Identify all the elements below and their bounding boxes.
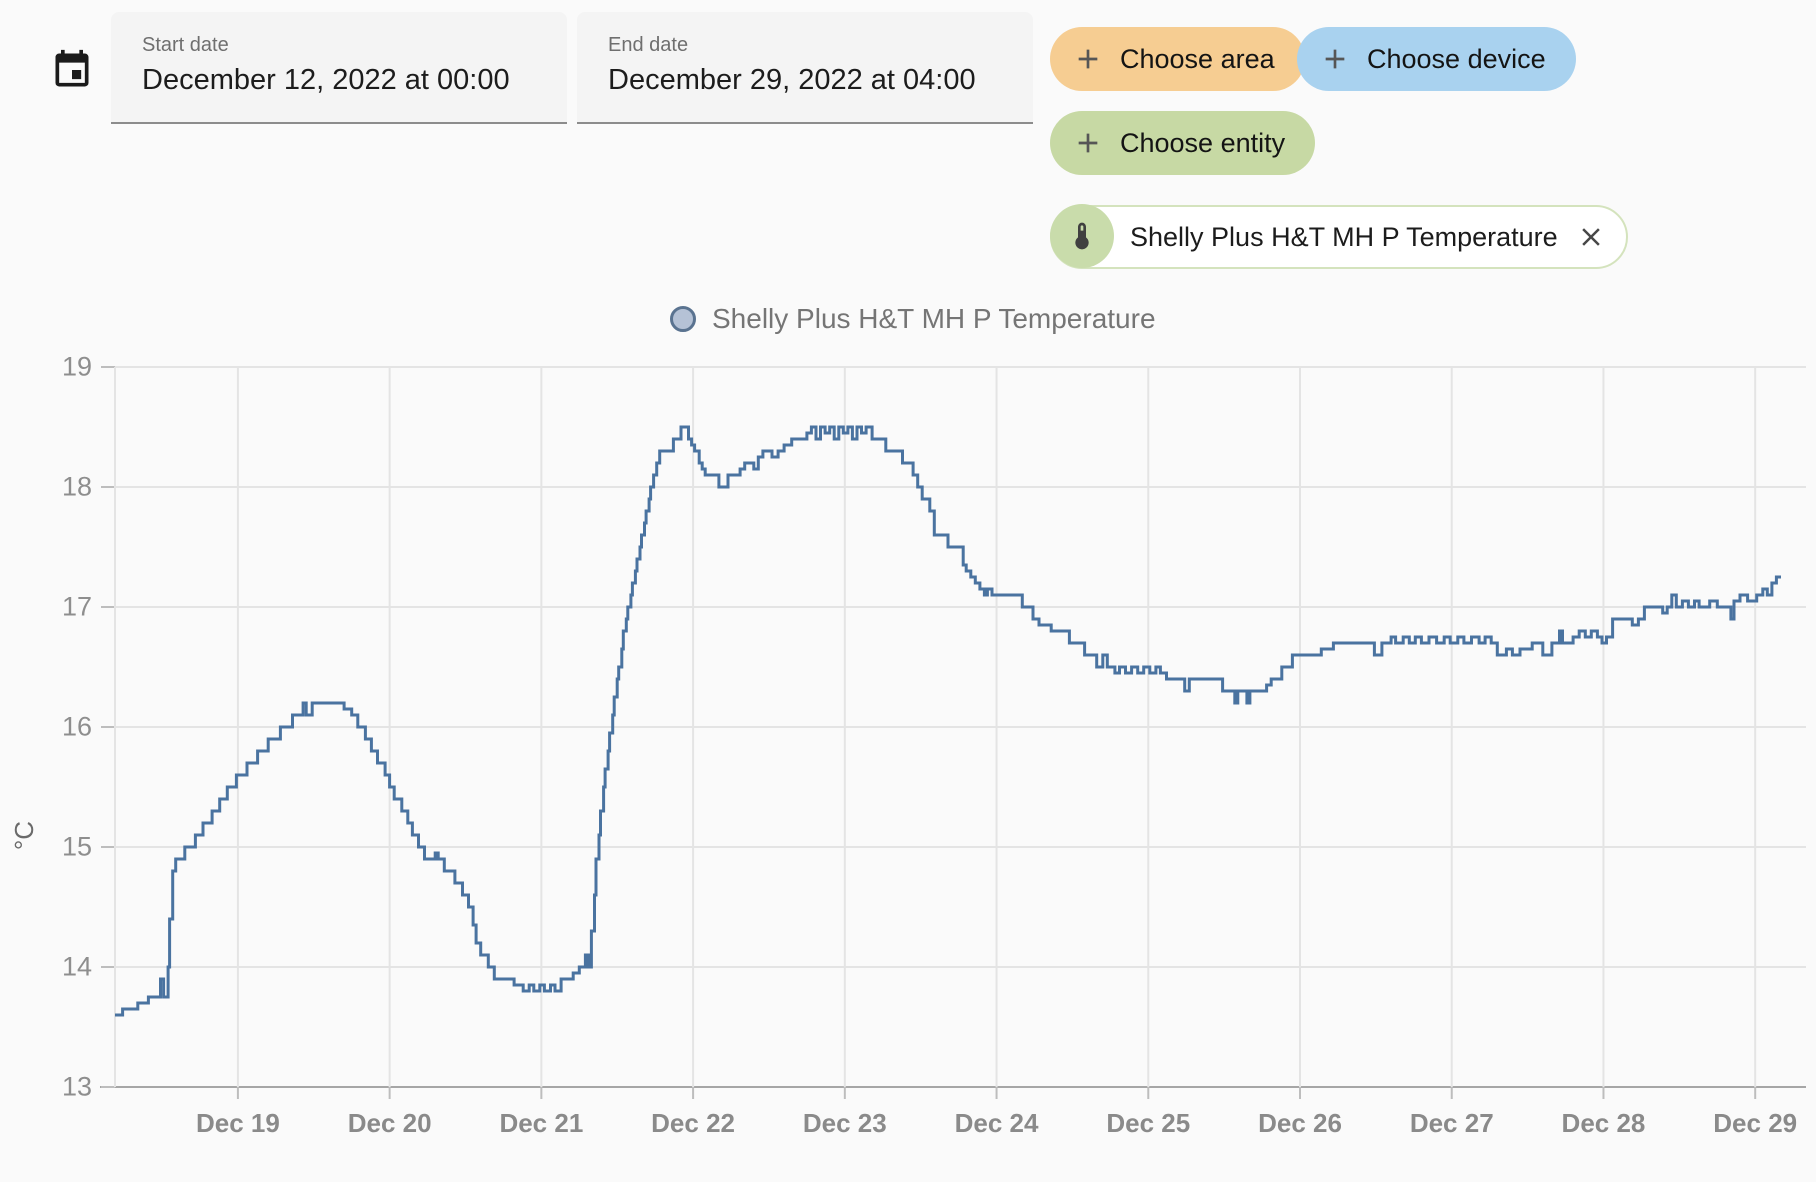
y-tick-label: 19 [61, 351, 92, 382]
legend-item[interactable]: Shelly Plus H&T MH P Temperature [670, 303, 1156, 335]
start-date-field[interactable]: Start date December 12, 2022 at 00:00 [111, 12, 567, 124]
entity-chip-label: Shelly Plus H&T MH P Temperature [1130, 221, 1558, 252]
temperature-series-line [115, 425, 1781, 1017]
end-date-label: End date [608, 34, 689, 56]
y-tick-label: 14 [61, 951, 92, 982]
y-tick-label: 17 [61, 591, 92, 622]
calendar-icon [50, 48, 94, 97]
y-tick-label: 16 [61, 711, 92, 742]
choose-entity-label: Choose entity [1120, 127, 1286, 158]
close-icon[interactable] [1576, 222, 1606, 252]
y-tick-label: 15 [61, 831, 92, 862]
end-date-field[interactable]: End date December 29, 2022 at 04:00 [577, 12, 1033, 124]
x-tick-label: Dec 20 [347, 1108, 432, 1138]
thermometer-icon [1066, 220, 1098, 252]
y-tick-label: 18 [61, 471, 92, 502]
x-tick-label: Dec 23 [802, 1108, 887, 1138]
x-tick-label: Dec 29 [1713, 1108, 1798, 1138]
selected-entity-chip[interactable]: Shelly Plus H&T MH P Temperature [1050, 204, 1628, 269]
x-tick-label: Dec 26 [1258, 1108, 1342, 1138]
plus-icon [1072, 127, 1104, 159]
choose-device-label: Choose device [1367, 43, 1546, 74]
end-date-value: December 29, 2022 at 04:00 [608, 64, 976, 96]
entity-icon-circle [1050, 204, 1114, 268]
start-date-value: December 12, 2022 at 00:00 [142, 64, 510, 96]
choose-area-label: Choose area [1120, 43, 1275, 74]
y-tick-label: 13 [61, 1071, 92, 1102]
x-tick-label: Dec 25 [1106, 1108, 1191, 1138]
plus-icon [1072, 43, 1104, 75]
x-tick-label: Dec 19 [195, 1108, 280, 1138]
choose-device-button[interactable]: Choose device [1297, 27, 1576, 91]
x-tick-label: Dec 21 [499, 1108, 584, 1138]
x-tick-label: Dec 28 [1561, 1108, 1646, 1138]
y-axis-unit-label: °C [9, 820, 40, 851]
legend-label: Shelly Plus H&T MH P Temperature [712, 303, 1156, 334]
choose-area-button[interactable]: Choose area [1050, 27, 1305, 91]
x-tick-label: Dec 22 [651, 1108, 735, 1138]
x-tick-label: Dec 24 [954, 1108, 1039, 1138]
choose-entity-button[interactable]: Choose entity [1050, 111, 1316, 175]
x-tick-label: Dec 27 [1409, 1108, 1494, 1138]
plus-icon [1319, 43, 1351, 75]
start-date-label: Start date [142, 34, 229, 56]
legend-marker [670, 306, 696, 332]
